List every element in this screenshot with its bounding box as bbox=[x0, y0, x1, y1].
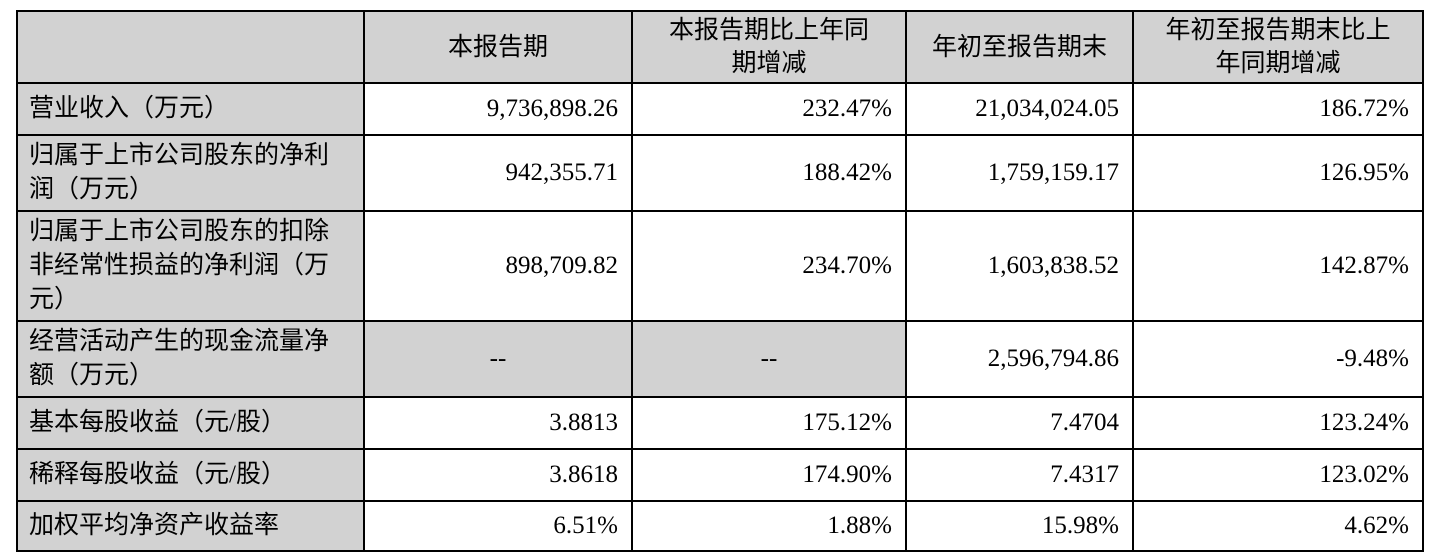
table-row-basic-eps: 基本每股收益（元/股） 3.8813 175.12% 7.4704 123.24… bbox=[16, 396, 1424, 450]
cell-value: 9,736,898.26 bbox=[363, 82, 633, 136]
cell-value: 3.8813 bbox=[363, 396, 633, 450]
cell-value: 232.47% bbox=[631, 82, 907, 136]
row-label: 归属于上市公司股东的净利润（万元） bbox=[16, 134, 365, 212]
table-row-diluted-eps: 稀释每股收益（元/股） 3.8618 174.90% 7.4317 123.02… bbox=[16, 448, 1424, 502]
cell-value: 942,355.71 bbox=[363, 134, 633, 212]
row-label: 归属于上市公司股东的扣除非经常性损益的净利润（万元） bbox=[16, 210, 365, 322]
header-year-to-date-yoy-change: 年初至报告期末比上年同期增减 bbox=[1132, 10, 1424, 84]
header-current-period-yoy-change: 本报告期比上年同期增减 bbox=[631, 10, 907, 84]
cell-value: 1,759,159.17 bbox=[905, 134, 1134, 212]
table-row-weighted-avg-roe: 加权平均净资产收益率 6.51% 1.88% 15.98% 4.62% bbox=[16, 500, 1424, 552]
row-label: 稀释每股收益（元/股） bbox=[16, 448, 365, 502]
cell-value: 188.42% bbox=[631, 134, 907, 212]
cell-value: 2,596,794.86 bbox=[905, 320, 1134, 398]
financial-summary-table: 本报告期 本报告期比上年同期增减 年初至报告期末 年初至报告期末比上年同期增减 … bbox=[16, 10, 1424, 552]
cell-value: 4.62% bbox=[1132, 500, 1424, 552]
table-row-net-profit-excl-nonrecurring: 归属于上市公司股东的扣除非经常性损益的净利润（万元） 898,709.82 23… bbox=[16, 210, 1424, 322]
header-empty-cell bbox=[16, 10, 365, 84]
cell-value: 234.70% bbox=[631, 210, 907, 322]
cell-value: 126.95% bbox=[1132, 134, 1424, 212]
row-label: 基本每股收益（元/股） bbox=[16, 396, 365, 450]
header-current-period: 本报告期 bbox=[363, 10, 633, 84]
cell-value: 123.02% bbox=[1132, 448, 1424, 502]
row-label: 经营活动产生的现金流量净额（万元） bbox=[16, 320, 365, 398]
cell-value: 7.4704 bbox=[905, 396, 1134, 450]
cell-value: 898,709.82 bbox=[363, 210, 633, 322]
cell-value-dash: -- bbox=[631, 320, 907, 398]
cell-value-dash: -- bbox=[363, 320, 633, 398]
cell-value: 186.72% bbox=[1132, 82, 1424, 136]
cell-value: 3.8618 bbox=[363, 448, 633, 502]
cell-value: 21,034,024.05 bbox=[905, 82, 1134, 136]
cell-value: 1.88% bbox=[631, 500, 907, 552]
cell-value: 123.24% bbox=[1132, 396, 1424, 450]
cell-value: 142.87% bbox=[1132, 210, 1424, 322]
header-row: 本报告期 本报告期比上年同期增减 年初至报告期末 年初至报告期末比上年同期增减 bbox=[16, 10, 1424, 84]
cell-value: 1,603,838.52 bbox=[905, 210, 1134, 322]
table-row-net-profit: 归属于上市公司股东的净利润（万元） 942,355.71 188.42% 1,7… bbox=[16, 134, 1424, 212]
cell-value: 174.90% bbox=[631, 448, 907, 502]
cell-value: 7.4317 bbox=[905, 448, 1134, 502]
cell-value: 175.12% bbox=[631, 396, 907, 450]
cell-value: 6.51% bbox=[363, 500, 633, 552]
cell-value: 15.98% bbox=[905, 500, 1134, 552]
cell-value: -9.48% bbox=[1132, 320, 1424, 398]
row-label: 加权平均净资产收益率 bbox=[16, 500, 365, 552]
table-row-operating-cash-flow: 经营活动产生的现金流量净额（万元） -- -- 2,596,794.86 -9.… bbox=[16, 320, 1424, 398]
table-row-operating-revenue: 营业收入（万元） 9,736,898.26 232.47% 21,034,024… bbox=[16, 82, 1424, 136]
header-year-to-date: 年初至报告期末 bbox=[905, 10, 1134, 84]
row-label: 营业收入（万元） bbox=[16, 82, 365, 136]
